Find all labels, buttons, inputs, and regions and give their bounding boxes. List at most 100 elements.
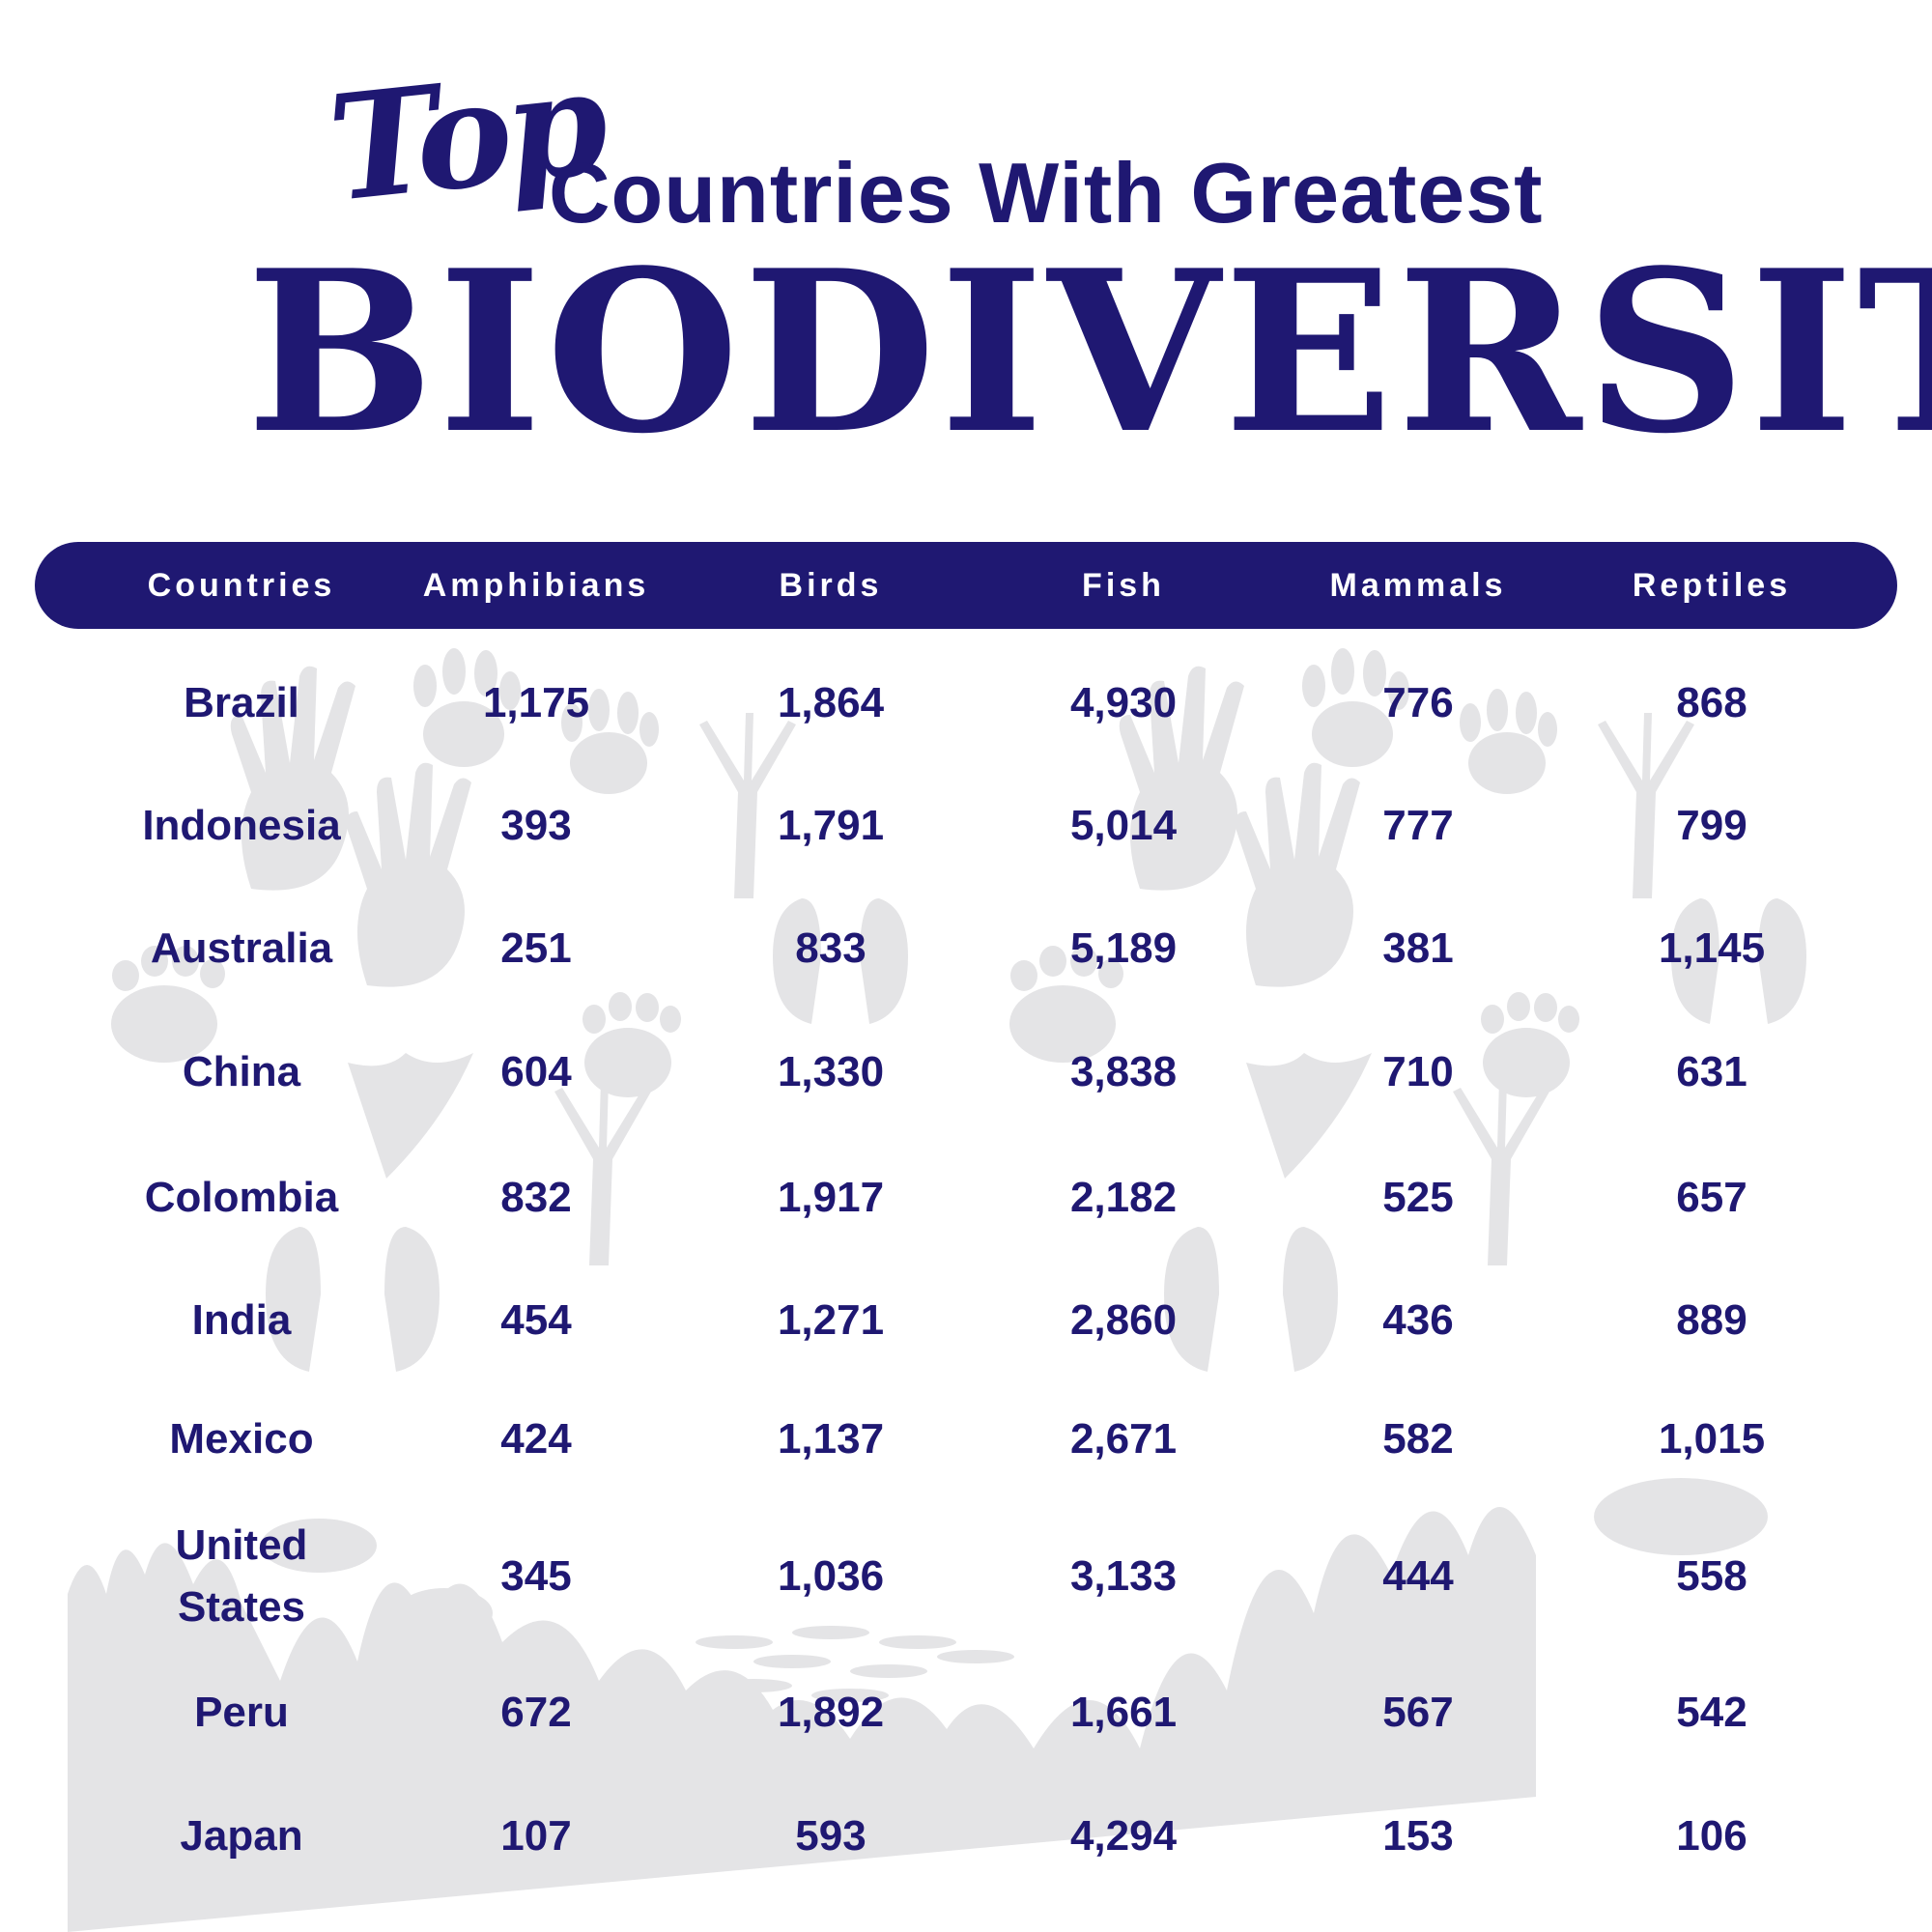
value-cell-amphibians: 1,175 <box>482 679 590 726</box>
bear-print-icon <box>111 946 225 1063</box>
value-cell-amphibians: 604 <box>500 1048 572 1095</box>
value-cell-mammals: 525 <box>1382 1174 1454 1221</box>
fish-silhouette-icon <box>261 1519 377 1573</box>
value-cell-amphibians: 672 <box>500 1689 572 1736</box>
bird-track-icon <box>1453 1080 1549 1265</box>
value-cell-reptiles: 631 <box>1676 1048 1747 1095</box>
hand-print-icon <box>346 762 471 987</box>
bear-print-icon <box>1009 946 1123 1063</box>
value-cell-fish: 5,014 <box>1069 802 1178 849</box>
value-cell-birds: 593 <box>795 1812 867 1860</box>
value-cell-birds: 1,271 <box>777 1296 885 1344</box>
hoof-print-icon <box>773 898 908 1024</box>
value-cell-mammals: 582 <box>1382 1415 1454 1463</box>
column-header-mammals: Mammals <box>1329 567 1507 604</box>
bird-track-icon <box>699 713 796 898</box>
fish-silhouette-icon <box>295 1679 382 1721</box>
value-cell-mammals: 436 <box>1382 1296 1454 1344</box>
table-header-bar: Countries Amphibians Birds Fish Mammals … <box>35 542 1897 629</box>
value-cell-reptiles: 1,145 <box>1658 924 1766 972</box>
hoof-print-icon <box>1671 898 1806 1024</box>
hand-print-icon <box>1119 666 1244 891</box>
value-cell-fish: 2,860 <box>1069 1296 1178 1344</box>
fish-school-icon <box>618 1558 1488 1712</box>
value-cell-reptiles: 106 <box>1676 1812 1747 1860</box>
value-cell-fish: 2,182 <box>1069 1174 1178 1221</box>
bird-track-icon <box>554 1080 651 1265</box>
column-header-birds: Birds <box>779 567 883 604</box>
value-cell-fish: 5,189 <box>1069 924 1178 972</box>
paw-print-icon <box>561 689 659 794</box>
value-cell-amphibians: 107 <box>500 1812 572 1860</box>
value-cell-birds: 1,864 <box>777 679 885 726</box>
country-name-cell: Peru <box>194 1689 289 1736</box>
value-cell-amphibians: 832 <box>500 1174 572 1221</box>
value-cell-reptiles: 889 <box>1676 1296 1747 1344</box>
webbed-foot-icon <box>348 1053 473 1179</box>
column-header-countries: Countries <box>147 567 336 604</box>
country-name-cell: Indonesia <box>142 802 341 849</box>
column-header-reptiles: Reptiles <box>1632 567 1792 604</box>
value-cell-amphibians: 454 <box>500 1296 572 1344</box>
value-cell-reptiles: 1,015 <box>1658 1415 1766 1463</box>
value-cell-reptiles: 799 <box>1676 802 1747 849</box>
value-cell-reptiles: 558 <box>1676 1552 1747 1600</box>
value-cell-birds: 833 <box>795 924 867 972</box>
value-cell-birds: 1,137 <box>777 1415 885 1463</box>
fish-silhouette-icon <box>396 1588 493 1638</box>
value-cell-birds: 1,917 <box>777 1174 885 1221</box>
value-cell-amphibians: 251 <box>500 924 572 972</box>
value-cell-fish: 2,671 <box>1069 1415 1178 1463</box>
paw-print-icon <box>1460 689 1557 794</box>
value-cell-mammals: 710 <box>1382 1048 1454 1095</box>
country-name-cell: United States <box>175 1521 308 1631</box>
value-cell-amphibians: 345 <box>500 1552 572 1600</box>
hoof-print-icon <box>1164 1227 1338 1372</box>
value-cell-amphibians: 424 <box>500 1415 572 1463</box>
country-name-cell: Australia <box>150 924 333 972</box>
country-name-cell: India <box>191 1296 292 1344</box>
value-cell-fish: 3,838 <box>1069 1048 1178 1095</box>
hoof-print-icon <box>266 1227 440 1372</box>
value-cell-mammals: 153 <box>1382 1812 1454 1860</box>
title-line: Countries With Greatest <box>549 145 1544 241</box>
country-name-cell: Mexico <box>169 1415 314 1463</box>
country-name-cell: China <box>182 1048 301 1095</box>
country-name-cell: Japan <box>180 1812 303 1860</box>
value-cell-birds: 1,791 <box>777 802 885 849</box>
value-cell-fish: 1,661 <box>1069 1689 1178 1736</box>
value-cell-birds: 1,330 <box>777 1048 885 1095</box>
value-cell-birds: 1,036 <box>777 1552 885 1600</box>
title-big-word: BIODIVERSITY <box>246 222 1932 483</box>
column-header-amphibians: Amphibians <box>422 567 650 604</box>
webbed-foot-icon <box>1246 1053 1372 1179</box>
fish-silhouette-icon <box>1594 1478 1768 1555</box>
value-cell-mammals: 567 <box>1382 1689 1454 1736</box>
value-cell-reptiles: 657 <box>1676 1174 1747 1221</box>
value-cell-amphibians: 393 <box>500 802 572 849</box>
column-header-fish: Fish <box>1082 567 1165 604</box>
value-cell-fish: 4,294 <box>1069 1812 1178 1860</box>
hand-print-icon <box>1235 762 1360 987</box>
value-cell-mammals: 776 <box>1382 679 1454 726</box>
value-cell-fish: 4,930 <box>1069 679 1178 726</box>
country-name-cell: Brazil <box>184 679 299 726</box>
title-block: Top Countries With Greatest <box>322 37 1690 290</box>
value-cell-fish: 3,133 <box>1069 1552 1178 1600</box>
bear-print-icon <box>582 992 681 1097</box>
bear-print-icon <box>1481 992 1579 1097</box>
paw-print-icon <box>413 648 521 767</box>
value-cell-mammals: 777 <box>1382 802 1454 849</box>
value-cell-mammals: 381 <box>1382 924 1454 972</box>
value-cell-reptiles: 542 <box>1676 1689 1747 1736</box>
paw-print-icon <box>1302 648 1409 767</box>
value-cell-birds: 1,892 <box>777 1689 885 1736</box>
value-cell-mammals: 444 <box>1382 1552 1454 1600</box>
value-cell-reptiles: 868 <box>1676 679 1747 726</box>
bird-track-icon <box>1598 713 1694 898</box>
hand-print-icon <box>230 666 355 891</box>
country-name-cell: Colombia <box>144 1174 339 1221</box>
